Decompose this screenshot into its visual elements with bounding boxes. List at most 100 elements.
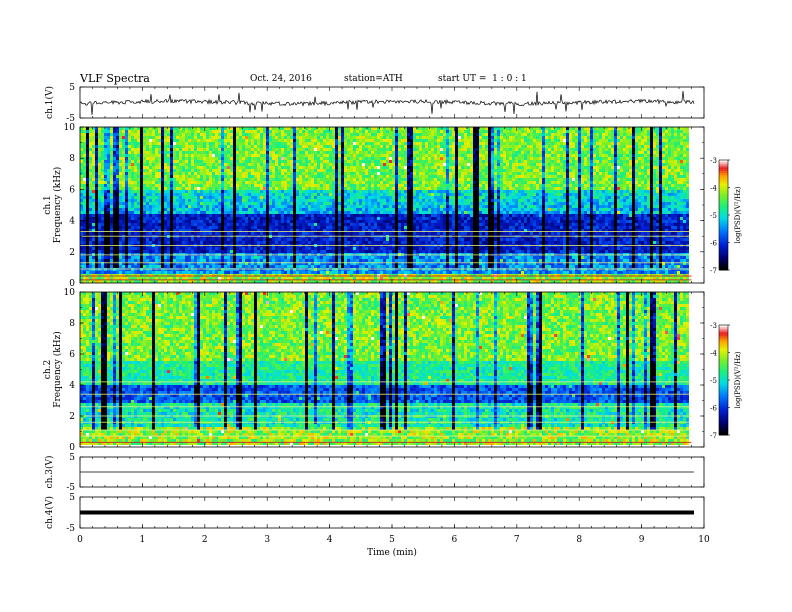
spectrogram-cell <box>359 163 362 166</box>
spectrogram-cell <box>335 172 338 175</box>
spectrogram-cell <box>341 268 344 271</box>
spectrogram-cell <box>176 208 179 211</box>
spectrogram-cell <box>308 175 311 178</box>
spectrogram-cell <box>320 157 323 160</box>
spectrogram-cell <box>290 181 293 184</box>
spectrogram-cell <box>146 265 149 268</box>
spectrogram-cell <box>203 238 206 241</box>
spectrogram-cell <box>335 154 338 157</box>
spectrogram-cell <box>122 127 125 130</box>
spectrogram-cell <box>350 238 353 241</box>
spectrogram-cell <box>158 211 161 214</box>
spectrogram-cell <box>302 247 305 250</box>
spectrogram-cell <box>326 262 329 265</box>
spectrogram-cell <box>242 238 245 241</box>
spectrogram-cell <box>200 277 203 280</box>
spectrogram-cell <box>230 238 233 241</box>
spectrogram-cell <box>119 238 122 241</box>
spectrogram-cell <box>269 139 272 142</box>
spectrogram-cell <box>353 250 356 253</box>
spectrogram-cell <box>332 160 335 163</box>
spectrogram-cell <box>296 187 299 190</box>
spectrogram-cell <box>353 217 356 220</box>
spectrogram-cell <box>86 142 89 145</box>
spectrogram-cell <box>350 160 353 163</box>
spectrogram-cell <box>278 250 281 253</box>
spectrogram-cell <box>308 145 311 148</box>
spectrogram-cell <box>269 178 272 181</box>
spectrogram-cell <box>218 127 221 130</box>
spectrogram-cell <box>230 241 233 244</box>
spectrogram-cell <box>302 190 305 193</box>
spectrogram-cell <box>116 238 119 241</box>
spectrogram-cell <box>80 136 83 139</box>
spectrogram-cell <box>164 214 167 217</box>
spectrogram-cell <box>170 136 173 139</box>
spectrogram-cell <box>80 262 83 265</box>
spectrogram-cell <box>113 241 116 244</box>
spectrogram-cell <box>287 256 290 259</box>
spectrogram-cell <box>239 127 242 130</box>
spectrogram-cell <box>161 205 164 208</box>
spectrogram-cell <box>317 175 320 178</box>
spectrogram-cell <box>281 187 284 190</box>
spectrogram-cell <box>191 256 194 259</box>
spectrogram-cell <box>341 166 344 169</box>
spectrogram-cell <box>242 178 245 181</box>
spectrogram-cell <box>293 130 296 133</box>
spectrogram-cell <box>260 205 263 208</box>
spectrogram-cell <box>107 139 110 142</box>
spectrogram-cell <box>176 277 179 280</box>
spectrogram-cell <box>131 238 134 241</box>
spectrogram-cell <box>110 145 113 148</box>
spectrogram-cell <box>293 154 296 157</box>
spectrogram-cell <box>86 145 89 148</box>
spectrogram-cell <box>263 151 266 154</box>
spectrogram-cell <box>197 229 200 232</box>
spectrogram-cell <box>89 217 92 220</box>
spectrogram-cell <box>119 232 122 235</box>
spectrogram-cell <box>173 241 176 244</box>
spectrogram-cell <box>134 160 137 163</box>
spectrogram-cell <box>137 271 140 274</box>
spectrogram-cell <box>260 265 263 268</box>
spectrogram-cell <box>98 160 101 163</box>
spectrogram-cell <box>152 142 155 145</box>
spectrogram-cell <box>182 199 185 202</box>
spectrogram-cell <box>92 145 95 148</box>
spectrogram-cell <box>158 262 161 265</box>
spectrogram-cell <box>113 199 116 202</box>
spectrogram-cell <box>128 148 131 151</box>
spectrogram-cell <box>164 229 167 232</box>
spectrogram-cell <box>353 205 356 208</box>
spectrogram-cell <box>110 223 113 226</box>
spectrogram-cell <box>356 217 359 220</box>
spectrogram-cell <box>353 271 356 274</box>
spectrogram-cell <box>188 175 191 178</box>
spectrogram-cell <box>143 259 146 262</box>
spectrogram-cell <box>293 232 296 235</box>
spectrogram-cell <box>227 259 230 262</box>
spectrogram-cell <box>320 199 323 202</box>
spectrogram-cell <box>218 166 221 169</box>
spectrogram-cell <box>122 256 125 259</box>
spectrogram-cell <box>281 133 284 136</box>
spectrogram-cell <box>278 211 281 214</box>
spectrogram-cell <box>260 163 263 166</box>
spectrogram-cell <box>266 133 269 136</box>
spectrogram-cell <box>209 226 212 229</box>
spectrogram-cell <box>248 178 251 181</box>
spectrogram-cell <box>80 145 83 148</box>
spectrogram-cell <box>299 187 302 190</box>
spectrogram-cell <box>338 277 341 280</box>
spectrogram-cell <box>101 184 104 187</box>
spectrogram-cell <box>275 193 278 196</box>
spectrogram-cell <box>350 181 353 184</box>
spectrogram-cell <box>257 154 260 157</box>
spectrogram-cell <box>227 271 230 274</box>
spectrogram-cell <box>218 262 221 265</box>
spectrogram-cell <box>107 193 110 196</box>
spectrogram-cell <box>299 229 302 232</box>
spectrogram-cell <box>161 160 164 163</box>
spectrogram-cell <box>95 172 98 175</box>
